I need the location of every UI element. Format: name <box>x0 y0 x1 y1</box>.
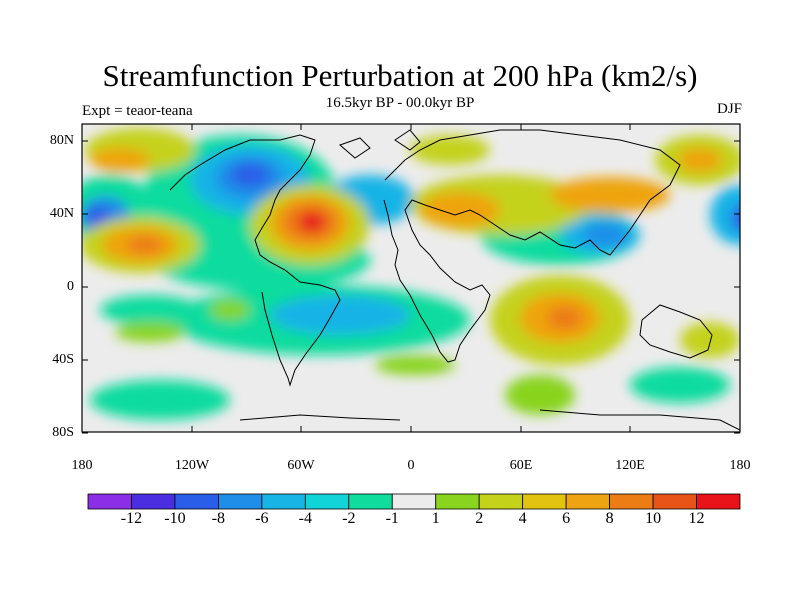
colorbar-label: -12 <box>120 510 143 527</box>
lon-label-120e: 120E <box>615 458 645 473</box>
lat-label-80s: 80S <box>52 425 74 440</box>
colorbar-label: -8 <box>211 510 226 527</box>
plot-subtitle: 16.5kyr BP - 00.0kyr BP <box>325 95 475 111</box>
lat-label-80n: 80N <box>49 133 74 148</box>
colorbar-swatch <box>217 493 263 510</box>
lon-label-60e: 60E <box>509 458 533 473</box>
colorbar-swatch <box>348 493 393 510</box>
colorbar-swatch <box>131 493 176 510</box>
contour-field <box>82 124 740 432</box>
lon-label-60w: 60W <box>287 458 315 473</box>
colorbar-swatch <box>609 493 654 510</box>
colorbar-swatch <box>652 493 697 510</box>
axis-ticks <box>81 124 741 434</box>
colorbar-swatch <box>478 493 524 510</box>
lat-label-0: 0 <box>67 279 74 294</box>
lon-label-180w: 180 <box>71 458 93 473</box>
lon-label-180e: 180 <box>729 458 751 473</box>
season-label: DJF <box>716 101 742 117</box>
colorbar-swatch <box>174 493 219 510</box>
lon-label-0: 0 <box>407 458 415 473</box>
colorbar-swatch <box>261 493 306 510</box>
colorbar-label: -1 <box>385 510 399 527</box>
colorbar-label: -4 <box>298 510 312 527</box>
colorbar-label: 12 <box>688 510 705 527</box>
colorbar-swatch <box>696 493 741 510</box>
lat-label-40n: 40N <box>49 206 74 221</box>
colorbar-label: 2 <box>475 510 484 527</box>
lon-label-120w: 120W <box>174 458 210 473</box>
colorbar-label: 6 <box>562 510 571 527</box>
experiment-label: Expt = teaor-teana <box>82 103 193 119</box>
colorbar-label: 4 <box>518 510 527 527</box>
colorbar-swatch <box>565 493 611 510</box>
colorbar-swatch <box>304 493 350 510</box>
lat-label-40s: 40S <box>52 352 74 367</box>
colorbar-label: -2 <box>342 510 356 527</box>
colorbar-label: 10 <box>645 510 662 527</box>
colorbar-label: 8 <box>605 510 614 527</box>
colorbar-label: -6 <box>255 510 269 527</box>
colorbar-label: -10 <box>164 510 186 527</box>
coastlines <box>169 129 740 431</box>
colorbar <box>87 493 741 510</box>
colorbar-swatch <box>522 493 567 510</box>
colorbar-swatch <box>435 493 480 510</box>
colorbar-label: 1 <box>431 510 440 527</box>
plot-title: Streamfunction Perturbation at 200 hPa (… <box>102 58 698 93</box>
colorbar-swatch <box>391 493 437 510</box>
colorbar-swatch <box>87 493 132 510</box>
